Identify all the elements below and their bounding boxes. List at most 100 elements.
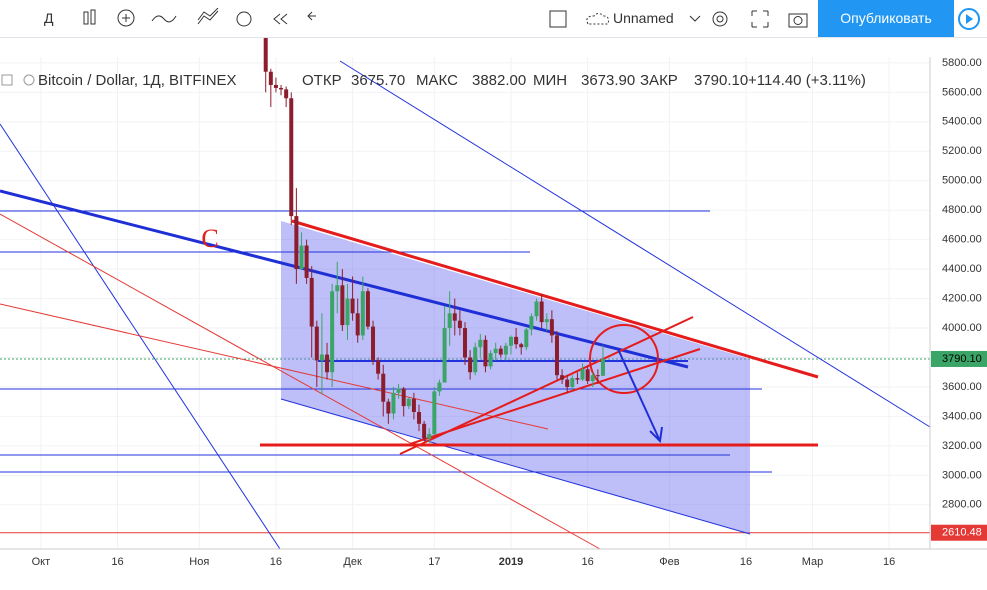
- toolbar-icons-right[interactable]: [540, 8, 810, 30]
- drawings: C: [0, 60, 931, 550]
- candle-body: [590, 375, 595, 382]
- candle-body: [335, 285, 340, 292]
- y-tick-label: 5200.00: [942, 145, 982, 157]
- candle-body: [463, 328, 467, 358]
- candle-body: [319, 354, 324, 361]
- y-tick-label: 5400.00: [942, 116, 982, 128]
- publish-button[interactable]: Опубликовать: [818, 0, 954, 37]
- candle-body: [549, 319, 554, 336]
- candle-body: [263, 38, 268, 72]
- candle-body: [493, 348, 498, 354]
- candle-body: [478, 339, 483, 348]
- candle-body: [294, 216, 299, 270]
- candle-body: [268, 71, 273, 85]
- candle-body: [437, 382, 442, 392]
- annotation: C: [201, 224, 218, 253]
- candle-body: [376, 360, 381, 374]
- candle-body: [350, 298, 355, 314]
- candle-body: [570, 378, 575, 387]
- candle-body: [427, 434, 432, 439]
- price-axis: [930, 57, 987, 549]
- x-tick-label: 17: [428, 556, 440, 568]
- x-tick-label: Дек: [343, 556, 362, 568]
- price-marker: [931, 350, 987, 367]
- y-tick-label: 2800.00: [942, 499, 982, 511]
- close-label: ЗАКР: [640, 72, 678, 89]
- candle-body: [575, 378, 580, 380]
- candle-body: [314, 326, 319, 361]
- candle-body: [498, 348, 503, 355]
- y-tick-label: 4200.00: [942, 292, 982, 304]
- candle-body: [580, 369, 585, 380]
- candle-body: [447, 313, 452, 329]
- candle-body: [406, 398, 411, 407]
- toolbar-icons[interactable]: [80, 8, 320, 30]
- page: Д Unnamed Опубликовать: [0, 0, 987, 568]
- change: +114.40 (+3.11%): [748, 72, 866, 89]
- play-button[interactable]: [956, 6, 982, 32]
- candle-body: [386, 401, 391, 414]
- candle-body: [585, 369, 590, 382]
- candle-body: [483, 339, 488, 367]
- candle-body: [600, 358, 605, 376]
- symbol: Bitcoin / Dollar, 1Д, BITFINEX: [38, 72, 237, 89]
- candle-body: [304, 245, 309, 278]
- y-tick-label: 3000.00: [942, 469, 982, 481]
- candle-body: [325, 354, 330, 373]
- candle-body: [554, 335, 559, 376]
- candle-body: [508, 336, 513, 346]
- x-tick-label: Ноя: [189, 556, 209, 568]
- price-marker-label: 2610.48: [942, 527, 982, 539]
- candle-body: [473, 347, 478, 373]
- y-tick-label: 3400.00: [942, 410, 982, 422]
- candle-body: [330, 291, 335, 373]
- price-marker: [931, 524, 987, 541]
- candle-body: [524, 329, 529, 348]
- candle-body: [432, 391, 437, 435]
- candle-body: [289, 98, 294, 217]
- candle-body: [381, 373, 386, 402]
- grid: [0, 57, 930, 549]
- candle-body: [422, 423, 427, 439]
- candle-body: [345, 298, 350, 326]
- candle-body: [468, 357, 473, 373]
- candle-body: [273, 84, 278, 88]
- x-tick-label: Мар: [802, 556, 824, 568]
- y-tick-label: 3200.00: [942, 440, 982, 452]
- candle-body: [560, 375, 565, 380]
- candle-body: [452, 313, 457, 321]
- candle-body: [309, 277, 314, 327]
- y-tick-label: 4000.00: [942, 322, 982, 334]
- candle-body: [396, 388, 401, 393]
- candle-body: [299, 245, 304, 270]
- y-tick-label: 4400.00: [942, 263, 982, 275]
- candle-body: [514, 336, 519, 345]
- x-tick-label: 16: [111, 556, 123, 568]
- candle-body: [544, 319, 549, 323]
- x-tick-label: Фев: [659, 556, 679, 568]
- candle-body: [401, 388, 406, 407]
- y-tick-label: 3600.00: [942, 381, 982, 393]
- y-tick-label: 5000.00: [942, 175, 982, 187]
- low-value: 3673.90: [581, 72, 635, 89]
- high-label: МАКС: [416, 72, 458, 89]
- candles: [263, 38, 605, 443]
- candle-body: [488, 353, 493, 367]
- candle-body: [503, 345, 508, 355]
- interval-button[interactable]: Д: [44, 10, 54, 26]
- open-label: ОТКР: [302, 72, 342, 89]
- low-label: МИН: [533, 72, 567, 89]
- y-tick-label: 4800.00: [942, 204, 982, 216]
- x-tick-label: 16: [270, 556, 282, 568]
- candle-body: [365, 291, 370, 327]
- candle-body: [565, 379, 570, 387]
- candle-body: [284, 89, 289, 99]
- candle-body: [529, 316, 534, 330]
- y-tick-label: 5800.00: [942, 57, 982, 69]
- chart: C 5800.00 5600.00 5400.00 5200.00 5000.00 480…: [0, 38, 987, 568]
- layout-name[interactable]: Unnamed: [613, 10, 674, 26]
- candle-body: [417, 412, 422, 424]
- x-tick-label: 16: [582, 556, 594, 568]
- x-tick-label: Окт: [32, 556, 51, 568]
- candle-body: [340, 285, 345, 326]
